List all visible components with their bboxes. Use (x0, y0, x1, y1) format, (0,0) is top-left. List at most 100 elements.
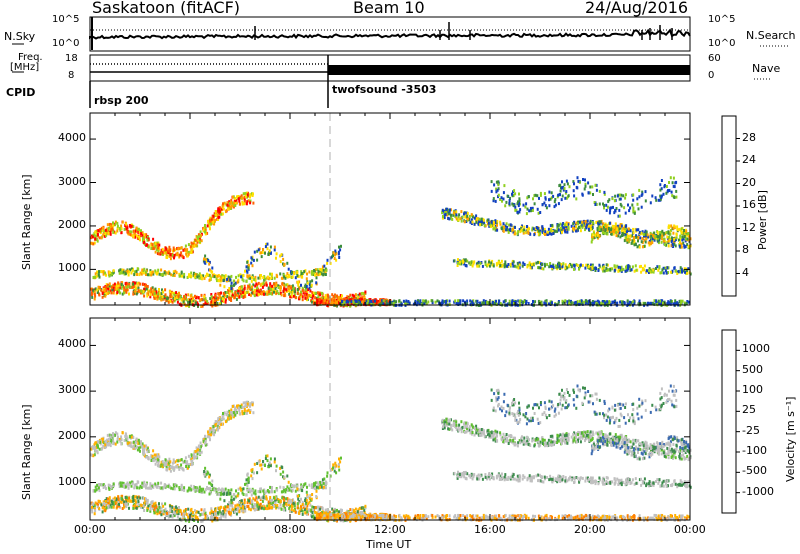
power-cell-3780 (594, 183, 597, 187)
power-cell-3272 (487, 221, 490, 225)
power-cell-1470 (257, 276, 260, 280)
power-cell-3037 (457, 215, 460, 219)
power-cell-1317 (290, 293, 293, 297)
power-cell-3812 (558, 184, 561, 188)
power-cell-3507 (575, 263, 578, 267)
power-cell-3000 (679, 241, 681, 244)
velocity-cell-398 (157, 458, 160, 462)
power-cell-1740 (261, 251, 264, 254)
power-cell-3810 (516, 210, 519, 214)
power-cell-4116 (654, 234, 657, 238)
power-cell-4015 (649, 242, 652, 246)
power-cell-2358 (626, 299, 629, 303)
power-cell-3747 (602, 202, 604, 206)
power-cell-3793 (632, 198, 635, 202)
power-cell-3850 (518, 210, 521, 214)
power-cell-3580 (515, 265, 518, 269)
power-cell-3305 (553, 229, 556, 233)
power-cell-2164 (351, 298, 354, 302)
power-cell-2130 (337, 298, 340, 302)
power-cell-1461 (96, 270, 99, 274)
power-cell-1274 (183, 302, 186, 306)
power-cell-3915 (601, 225, 604, 229)
power-cell-491 (104, 232, 107, 236)
power-cell-2690 (496, 220, 499, 223)
power-cell-3103 (512, 228, 515, 232)
power-cell-274 (237, 195, 240, 198)
power-cell-2959 (627, 227, 630, 231)
power-cell-2544 (523, 300, 525, 304)
power-cell-451 (251, 194, 254, 197)
power-cell-594 (222, 300, 225, 303)
velocity-cell-402 (126, 437, 129, 441)
power-cell-825 (305, 292, 308, 296)
power-cell-1517 (241, 277, 244, 281)
velocity-cell-458 (126, 441, 129, 445)
power-cell-3830 (490, 180, 493, 184)
power-cell-1653 (266, 275, 269, 279)
velocity-cell-178 (136, 448, 139, 452)
power-cell-3040 (506, 228, 509, 232)
power-cell-379 (198, 234, 201, 238)
power-cell-2564 (364, 302, 367, 306)
power-cell-1582 (138, 273, 141, 277)
velocity-cell-181 (223, 411, 226, 415)
velocity-cell-487 (154, 453, 157, 457)
power-cell-1087 (301, 298, 304, 302)
power-cell-256 (143, 236, 146, 239)
velocity-cell-63 (93, 443, 96, 447)
power-cell-3105 (539, 229, 542, 233)
power-cell-401 (222, 202, 224, 206)
power-cell-1810 (321, 268, 323, 272)
power-cell-3292 (475, 217, 478, 221)
power-cell-3470 (585, 263, 588, 267)
power-cell-498 (110, 228, 113, 231)
power-cell-1113 (274, 285, 277, 289)
power-cell-2446 (459, 299, 462, 303)
power-cell-1389 (290, 286, 293, 290)
power-cell-120 (124, 224, 127, 228)
power-cell-3776 (614, 194, 617, 198)
velocity-cell-291 (236, 404, 238, 408)
power-cell-905 (101, 295, 104, 299)
power-cell-1610 (180, 271, 183, 275)
velocity-cell-414 (204, 443, 207, 447)
power-cell-1283 (154, 287, 157, 291)
velocity-cell-352 (135, 437, 138, 441)
power-cell-3304 (662, 239, 665, 243)
power-cell-1781 (335, 252, 338, 256)
power-cell-1304 (142, 290, 145, 294)
power-cell-3863 (534, 193, 537, 197)
power-cell-2533 (457, 301, 459, 305)
power-cell-2592 (414, 299, 417, 303)
power-cell-3639 (488, 260, 490, 264)
velocity-cell-476 (241, 412, 244, 416)
power-cell-1164 (176, 296, 179, 299)
power-cell-516 (180, 251, 183, 255)
power-cell-479 (195, 243, 198, 247)
velocity-cell-370 (157, 464, 160, 468)
power-cell-998 (94, 294, 97, 298)
power-cell-2798 (647, 235, 650, 239)
velocity-cell-230 (239, 404, 242, 408)
power-cell-1639 (150, 271, 153, 275)
power-cell-4109 (605, 224, 608, 228)
power-cell-310 (226, 201, 229, 205)
power-cell-2505 (404, 301, 406, 304)
power-cell-3436 (504, 260, 507, 264)
power-cell-3287 (625, 230, 628, 233)
power-cell-858 (135, 281, 138, 285)
power-cell-3403 (662, 266, 665, 270)
power-cell-362 (94, 237, 97, 241)
power-cell-295 (130, 230, 133, 234)
power-cell-796 (250, 291, 253, 295)
power-cell-2502 (653, 302, 656, 306)
velocity-cell-71 (250, 401, 253, 405)
power-cell-1600 (251, 275, 253, 279)
power-cell-2574 (527, 302, 530, 305)
power-cell-1365 (240, 285, 243, 289)
power-cell-1480 (145, 273, 147, 276)
power-cell-3126 (463, 220, 466, 224)
power-cell-4043 (604, 224, 607, 227)
velocity-cell-355 (140, 443, 143, 447)
